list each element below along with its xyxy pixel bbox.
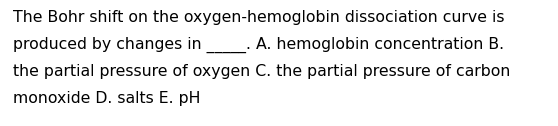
Text: monoxide D. salts E. pH: monoxide D. salts E. pH — [13, 91, 200, 106]
Text: produced by changes in _____. A. hemoglobin concentration B.: produced by changes in _____. A. hemoglo… — [13, 37, 504, 53]
Text: the partial pressure of oxygen C. the partial pressure of carbon: the partial pressure of oxygen C. the pa… — [13, 64, 511, 79]
Text: The Bohr shift on the oxygen-hemoglobin dissociation curve is: The Bohr shift on the oxygen-hemoglobin … — [13, 10, 504, 25]
